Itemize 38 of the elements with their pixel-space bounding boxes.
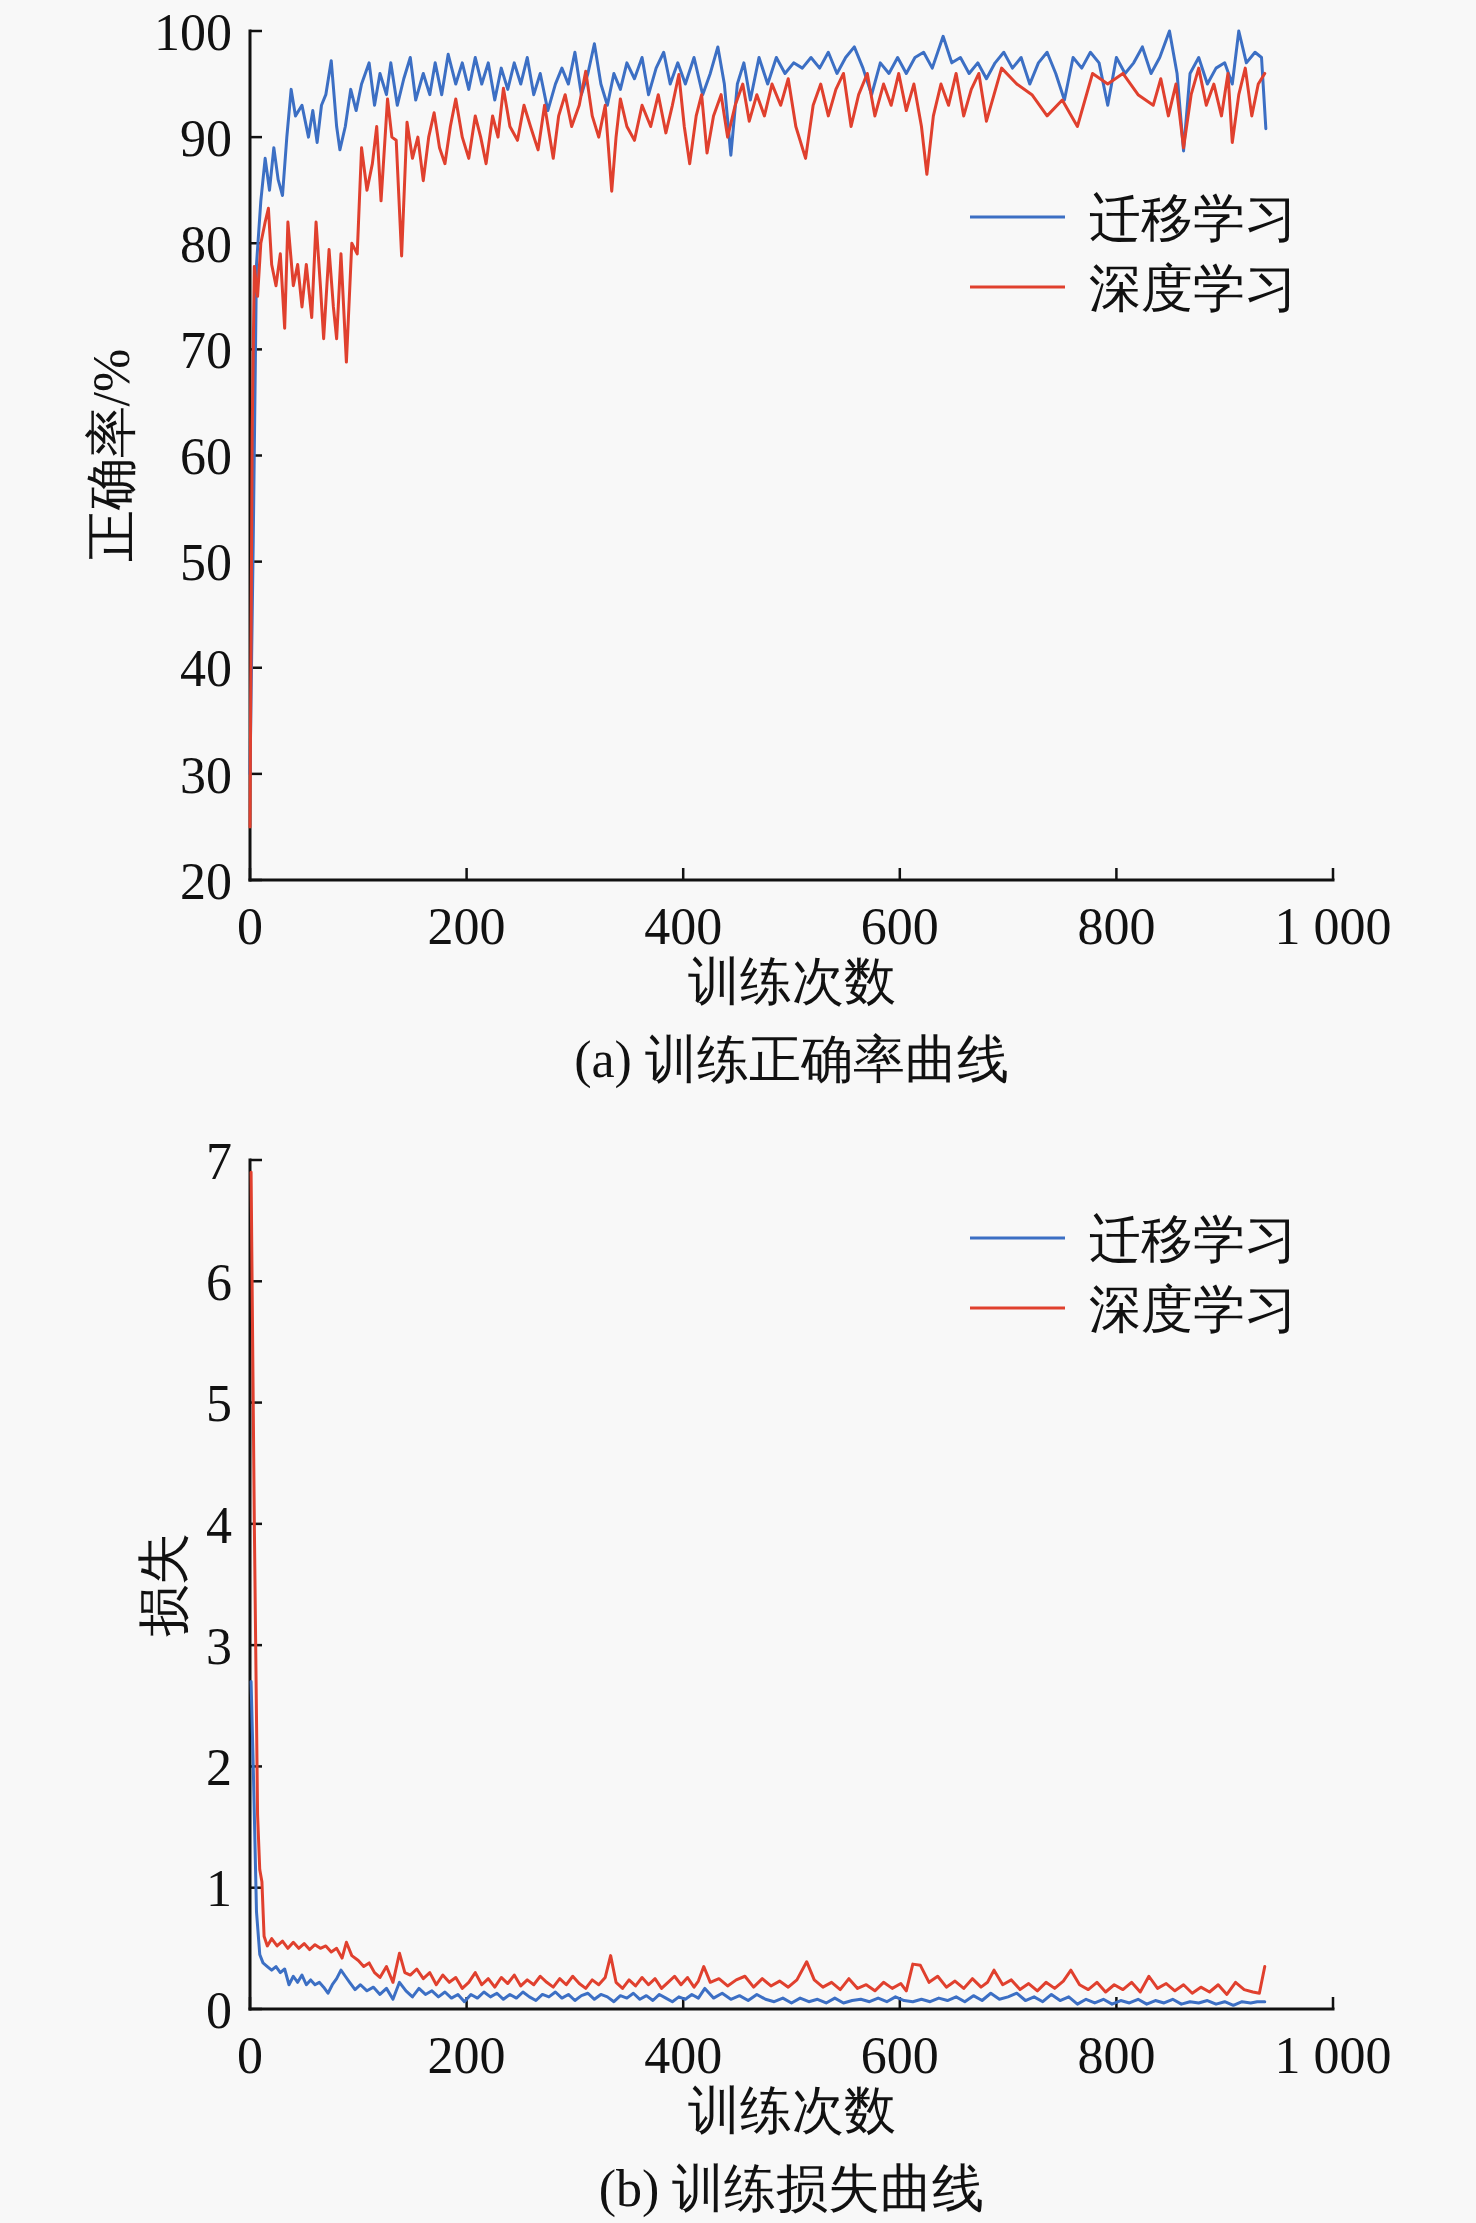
y-tick-label: 70 <box>180 322 232 380</box>
y-tick-label: 60 <box>180 428 232 486</box>
legend-label: 迁移学习 <box>1089 1210 1297 1268</box>
x-tick-label: 200 <box>427 2026 506 2084</box>
y-tick-label: 40 <box>180 640 232 698</box>
y-axis-title: 损失 <box>134 1532 192 1637</box>
legend-label: 深度学习 <box>1089 1280 1297 1338</box>
text: (a) 训练正确率曲线 <box>574 1030 1009 1089</box>
x-tick-label: 600 <box>860 2026 939 2084</box>
y-tick-label: 7 <box>206 1132 232 1190</box>
x-tick-label: 400 <box>644 897 723 955</box>
x-axis-title: 训练次数 <box>687 952 896 1010</box>
y-tick-label: 100 <box>154 3 232 61</box>
x-tick-label: 800 <box>1077 897 1156 955</box>
text: (b) 训练损失曲线 <box>598 2159 985 2218</box>
y-tick-label: 0 <box>206 1981 232 2039</box>
y-tick-label: 4 <box>206 1496 232 1554</box>
y-tick-label: 50 <box>180 534 232 592</box>
x-tick-label: 400 <box>644 2026 723 2084</box>
y-tick-label: 2 <box>206 1739 232 1797</box>
legend-label: 迁移学习 <box>1089 189 1297 247</box>
x-tick-label: 600 <box>860 897 939 955</box>
y-tick-label: 80 <box>180 215 232 273</box>
x-tick-label: 200 <box>427 897 506 955</box>
x-axis-title: 训练次数 <box>687 2081 896 2139</box>
y-tick-label: 1 <box>206 1860 232 1918</box>
legend-label: 深度学习 <box>1089 259 1297 317</box>
y-tick-label: 3 <box>206 1617 232 1675</box>
y-tick-label: 6 <box>206 1254 232 1312</box>
line-series <box>249 1680 1267 2007</box>
x-tick-label: 1 000 <box>1274 2026 1392 2084</box>
x-tick-label: 1 000 <box>1274 897 1392 955</box>
y-tick-label: 5 <box>206 1375 232 1433</box>
y-axis-title: 正确率/% <box>82 348 140 563</box>
y-tick-label: 30 <box>180 746 232 804</box>
x-tick-label: 800 <box>1077 2026 1156 2084</box>
y-tick-label: 90 <box>180 109 232 167</box>
y-tick-label: 20 <box>180 852 232 910</box>
